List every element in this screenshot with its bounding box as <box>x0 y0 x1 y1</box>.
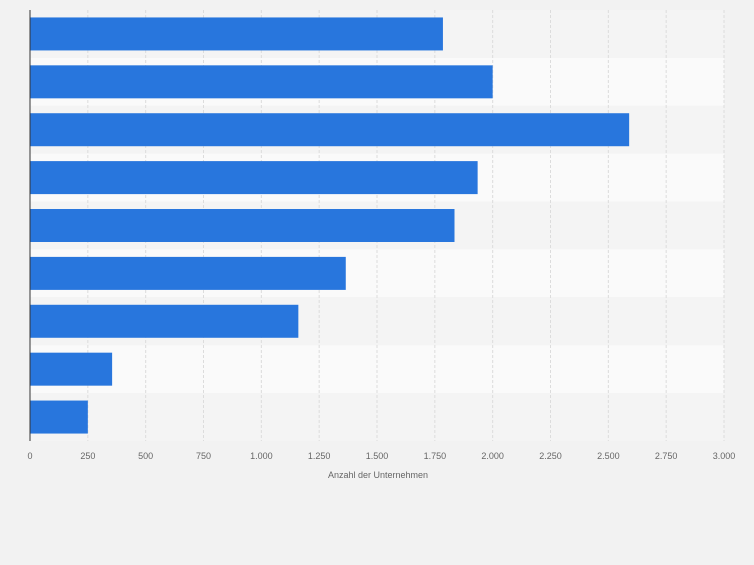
x-tick-label: 2.500 <box>597 451 620 461</box>
x-tick-label: 0 <box>27 451 32 461</box>
x-tick-label: 500 <box>138 451 153 461</box>
bar[interactable] <box>30 209 455 242</box>
bar[interactable] <box>30 352 113 386</box>
bar[interactable] <box>30 65 493 99</box>
bar[interactable] <box>30 113 630 147</box>
bar[interactable] <box>30 256 346 290</box>
bar[interactable] <box>30 17 443 51</box>
x-tick-label: 2.750 <box>655 451 678 461</box>
x-tick-label: 1.000 <box>250 451 273 461</box>
x-tick-label: 750 <box>196 451 211 461</box>
x-tick-label: 1.500 <box>366 451 389 461</box>
x-tick-label: 1.750 <box>424 451 447 461</box>
x-tick-label: 2.250 <box>539 451 562 461</box>
bar[interactable] <box>30 304 299 338</box>
x-tick-labels: 0 250 500 750 1.000 1.250 1.500 1.750 2.000 2.250… <box>27 451 735 461</box>
x-tick-label: 1.250 <box>308 451 331 461</box>
bars <box>30 17 630 434</box>
x-axis-label: Anzahl der Unternehmen <box>328 470 428 480</box>
bar[interactable] <box>30 400 88 434</box>
x-tick-label: 2.000 <box>481 451 504 461</box>
x-tick-label: 250 <box>80 451 95 461</box>
x-tick-label: 3.000 <box>713 451 736 461</box>
bar[interactable] <box>30 161 478 195</box>
